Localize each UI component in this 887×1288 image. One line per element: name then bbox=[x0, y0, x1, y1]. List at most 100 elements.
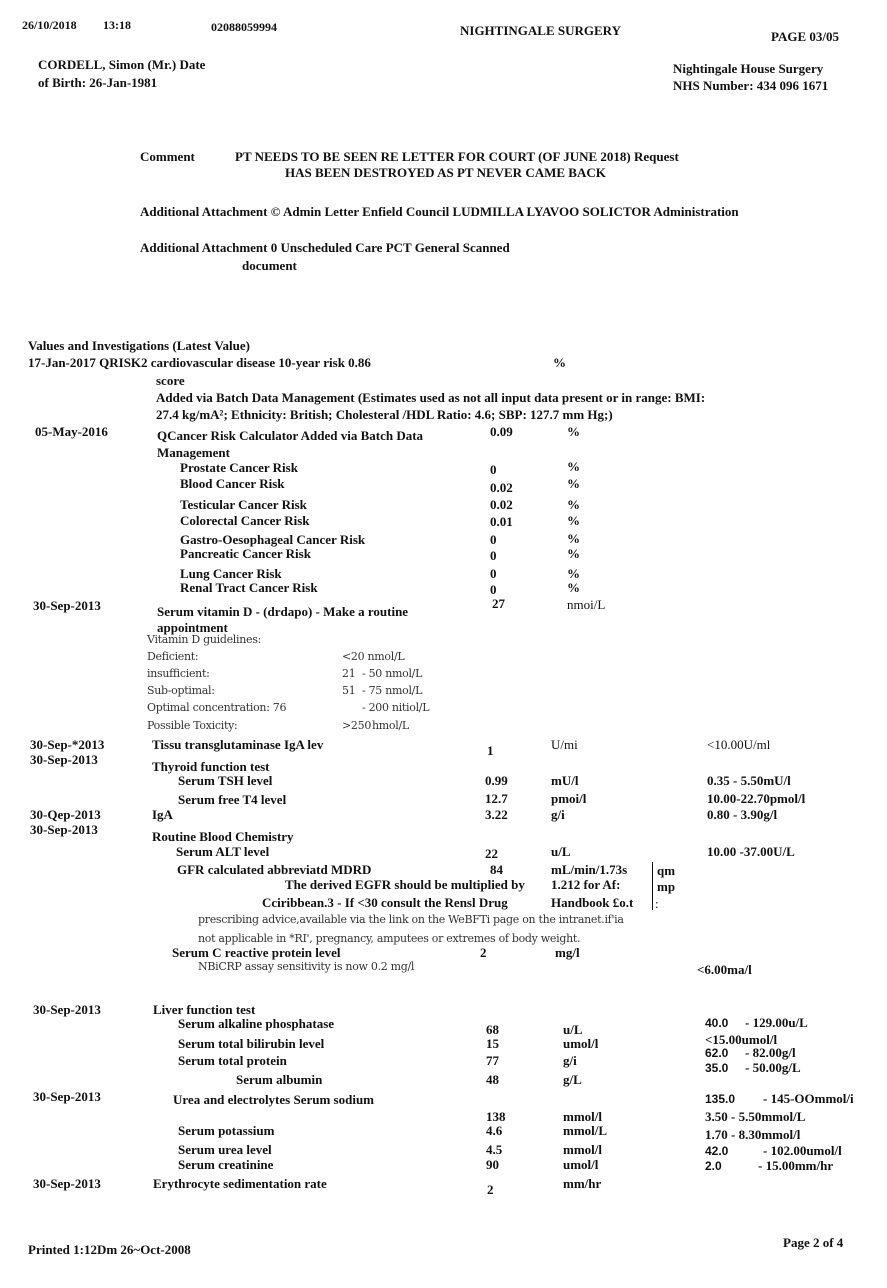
values-title: Values and Investigations (Latest Value) bbox=[28, 338, 251, 353]
t4-unit: pmoi/l bbox=[551, 791, 587, 806]
creatinine-range-low: 42.0 bbox=[705, 1144, 729, 1158]
lft-item-unit: g/i bbox=[563, 1053, 577, 1068]
lft-range-low: 62.0 bbox=[705, 1046, 729, 1060]
ue-item-unit: mmol/L bbox=[563, 1123, 608, 1138]
gfr-note-2b: Handbook £o.t bbox=[551, 895, 634, 910]
risk-name: Pancreatic Cancer Risk bbox=[180, 546, 311, 561]
crp-unit: mg/l bbox=[555, 945, 580, 960]
risk-name: Blood Cancer Risk bbox=[180, 476, 285, 491]
risk-name: Prostate Cancer Risk bbox=[180, 460, 298, 475]
ttg-unit: U/mi bbox=[551, 737, 578, 752]
crp-note: NBiCRP assay sensitivity is now 0.2 mg/l bbox=[198, 960, 415, 973]
chem-date: 30-Sep-2013 bbox=[30, 822, 98, 837]
guideline-high: hmol/L bbox=[372, 719, 409, 732]
guideline-low: 21 bbox=[342, 667, 356, 680]
qcancer-unit: % bbox=[567, 424, 580, 439]
ttg-date: 30-Sep-*2013 bbox=[30, 737, 105, 752]
fax-time: 13:18 bbox=[103, 18, 131, 32]
guideline-label: Optimal concentration: 76 bbox=[147, 701, 287, 714]
ue-item-value: 4.6 bbox=[486, 1123, 503, 1138]
risk-unit: % bbox=[567, 513, 580, 528]
risk-unit: % bbox=[567, 580, 580, 595]
alt-value: 22 bbox=[485, 846, 498, 861]
risk-name: Renal Tract Cancer Risk bbox=[180, 580, 318, 595]
lft-item-value: 15 bbox=[486, 1036, 499, 1051]
gfr-note-4: not applicable in *RI', pregnancy, amput… bbox=[198, 932, 581, 945]
lft-range-high: - 50.00g/L bbox=[745, 1060, 801, 1075]
risk-unit: % bbox=[567, 476, 580, 491]
lft-item-value: 68 bbox=[486, 1022, 499, 1037]
risk-name: Testicular Cancer Risk bbox=[180, 497, 307, 512]
qcancer-name: QCancer Risk Calculator Added via Batch … bbox=[157, 428, 424, 443]
qcancer-value: 0.09 bbox=[490, 424, 513, 439]
crp-value: 2 bbox=[480, 945, 487, 960]
vitd-guidelines-title: Vitamin D guidelines: bbox=[147, 633, 261, 646]
ue-range-low: 135.0 bbox=[705, 1092, 736, 1106]
risk-value: 0 bbox=[490, 582, 497, 597]
iga-value: 3.22 bbox=[485, 807, 508, 822]
risk-unit: % bbox=[567, 459, 580, 474]
guideline-low: 51 bbox=[342, 684, 356, 697]
guideline-label: Sub-optimal: bbox=[147, 684, 215, 697]
comment-label: Comment bbox=[140, 149, 195, 164]
tsh-unit: mU/l bbox=[551, 773, 579, 788]
crp-range: <6.00ma/l bbox=[697, 962, 752, 977]
risk-name: Lung Cancer Risk bbox=[180, 566, 282, 581]
risk-value: 0 bbox=[490, 532, 497, 547]
ue-item-name: Serum potassium bbox=[178, 1123, 275, 1138]
patient-name: CORDELL, Simon (Mr.) Date bbox=[38, 57, 206, 72]
ue-item-unit: umol/l bbox=[563, 1157, 599, 1172]
risk-unit: % bbox=[567, 566, 580, 581]
ue-range-high: - 145-OOmmol/i bbox=[763, 1091, 854, 1106]
comment-line-2: HAS BEEN DESTROYED AS PT NEVER CAME BACK bbox=[285, 165, 606, 180]
lft-range-high: - 129.00u/L bbox=[745, 1015, 808, 1030]
qrisk-score: score bbox=[156, 373, 185, 388]
risk-name: Colorectal Cancer Risk bbox=[180, 513, 310, 528]
lft-item-value: 77 bbox=[486, 1053, 499, 1068]
ttg-name: Tissu transglutaminase IgA lev bbox=[152, 737, 324, 752]
patient-dob: of Birth: 26-Jan-1981 bbox=[38, 75, 158, 90]
attachment-1: Additional Attachment © Admin Letter Enf… bbox=[140, 204, 739, 219]
risk-value: 0.02 bbox=[490, 497, 513, 512]
ue-date: 30-Sep-2013 bbox=[33, 1089, 101, 1104]
lft-item-name: Serum total protein bbox=[178, 1053, 287, 1068]
lft-range-high: - 82.00g/l bbox=[745, 1045, 796, 1060]
gfr-name: GFR calculated abbreviatd MDRD bbox=[177, 862, 372, 877]
chem-name: Routine Blood Chemistry bbox=[152, 829, 294, 844]
gfr-note-3: prescribing advice,available via the lin… bbox=[198, 913, 624, 926]
gfr-unit: mL/min/1.73s bbox=[551, 862, 628, 877]
page-number: Page 2 of 4 bbox=[783, 1235, 844, 1250]
t4-value: 12.7 bbox=[485, 791, 508, 806]
qrisk-unit: % bbox=[553, 355, 566, 370]
t4-range: 10.00-22.70pmol/l bbox=[707, 791, 806, 806]
ue-unit: mmol/l bbox=[563, 1109, 602, 1124]
guideline-high: - 200 nitiol/L bbox=[362, 701, 430, 714]
lft-range-low: 35.0 bbox=[705, 1061, 729, 1075]
guideline-high: - 75 nmol/L bbox=[362, 684, 423, 697]
qrisk-line: 17-Jan-2017 QRISK2 cardiovascular diseas… bbox=[28, 355, 371, 370]
ttg-range: <10.00U/ml bbox=[707, 737, 771, 752]
vitd-date: 30-Sep-2013 bbox=[33, 598, 101, 613]
guideline-range: <20 nmol/L bbox=[342, 650, 405, 663]
crp-name: Serum C reactive protein level bbox=[172, 945, 341, 960]
surgery-name: NIGHTINGALE SURGERY bbox=[460, 23, 621, 38]
qrisk-note-2: 27.4 kg/mA²; Ethnicity: British; Cholest… bbox=[156, 407, 613, 422]
gfr-note-2a: Cciribbean.3 - If <30 consult the Rensl … bbox=[262, 895, 508, 910]
ue-item-name: Serum urea level bbox=[178, 1142, 272, 1157]
t4-name: Serum free T4 level bbox=[178, 792, 287, 807]
tsh-name: Serum TSH level bbox=[178, 773, 273, 788]
risk-value: 0 bbox=[490, 548, 497, 563]
attachment-2-cont: document bbox=[242, 258, 297, 273]
creatinine-range-high: - 102.00umol/l bbox=[763, 1143, 842, 1158]
guideline-label: insufficient: bbox=[147, 667, 210, 680]
gfr-side-1: qm bbox=[657, 863, 676, 878]
gfr-note-1a: The derived EGFR should be multiplied by bbox=[285, 877, 525, 892]
risk-value: 0 bbox=[490, 566, 497, 581]
qcancer-date: 05-May-2016 bbox=[35, 424, 108, 439]
lft-item-unit: g/L bbox=[563, 1072, 582, 1087]
potassium-range: 3.50 - 5.50mmol/L bbox=[705, 1109, 806, 1124]
esr-name: Erythrocyte sedimentation rate bbox=[153, 1176, 327, 1191]
gfr-side-2: mp bbox=[657, 879, 676, 894]
practice-name: Nightingale House Surgery bbox=[673, 61, 824, 76]
risk-value: 0.02 bbox=[490, 480, 513, 495]
